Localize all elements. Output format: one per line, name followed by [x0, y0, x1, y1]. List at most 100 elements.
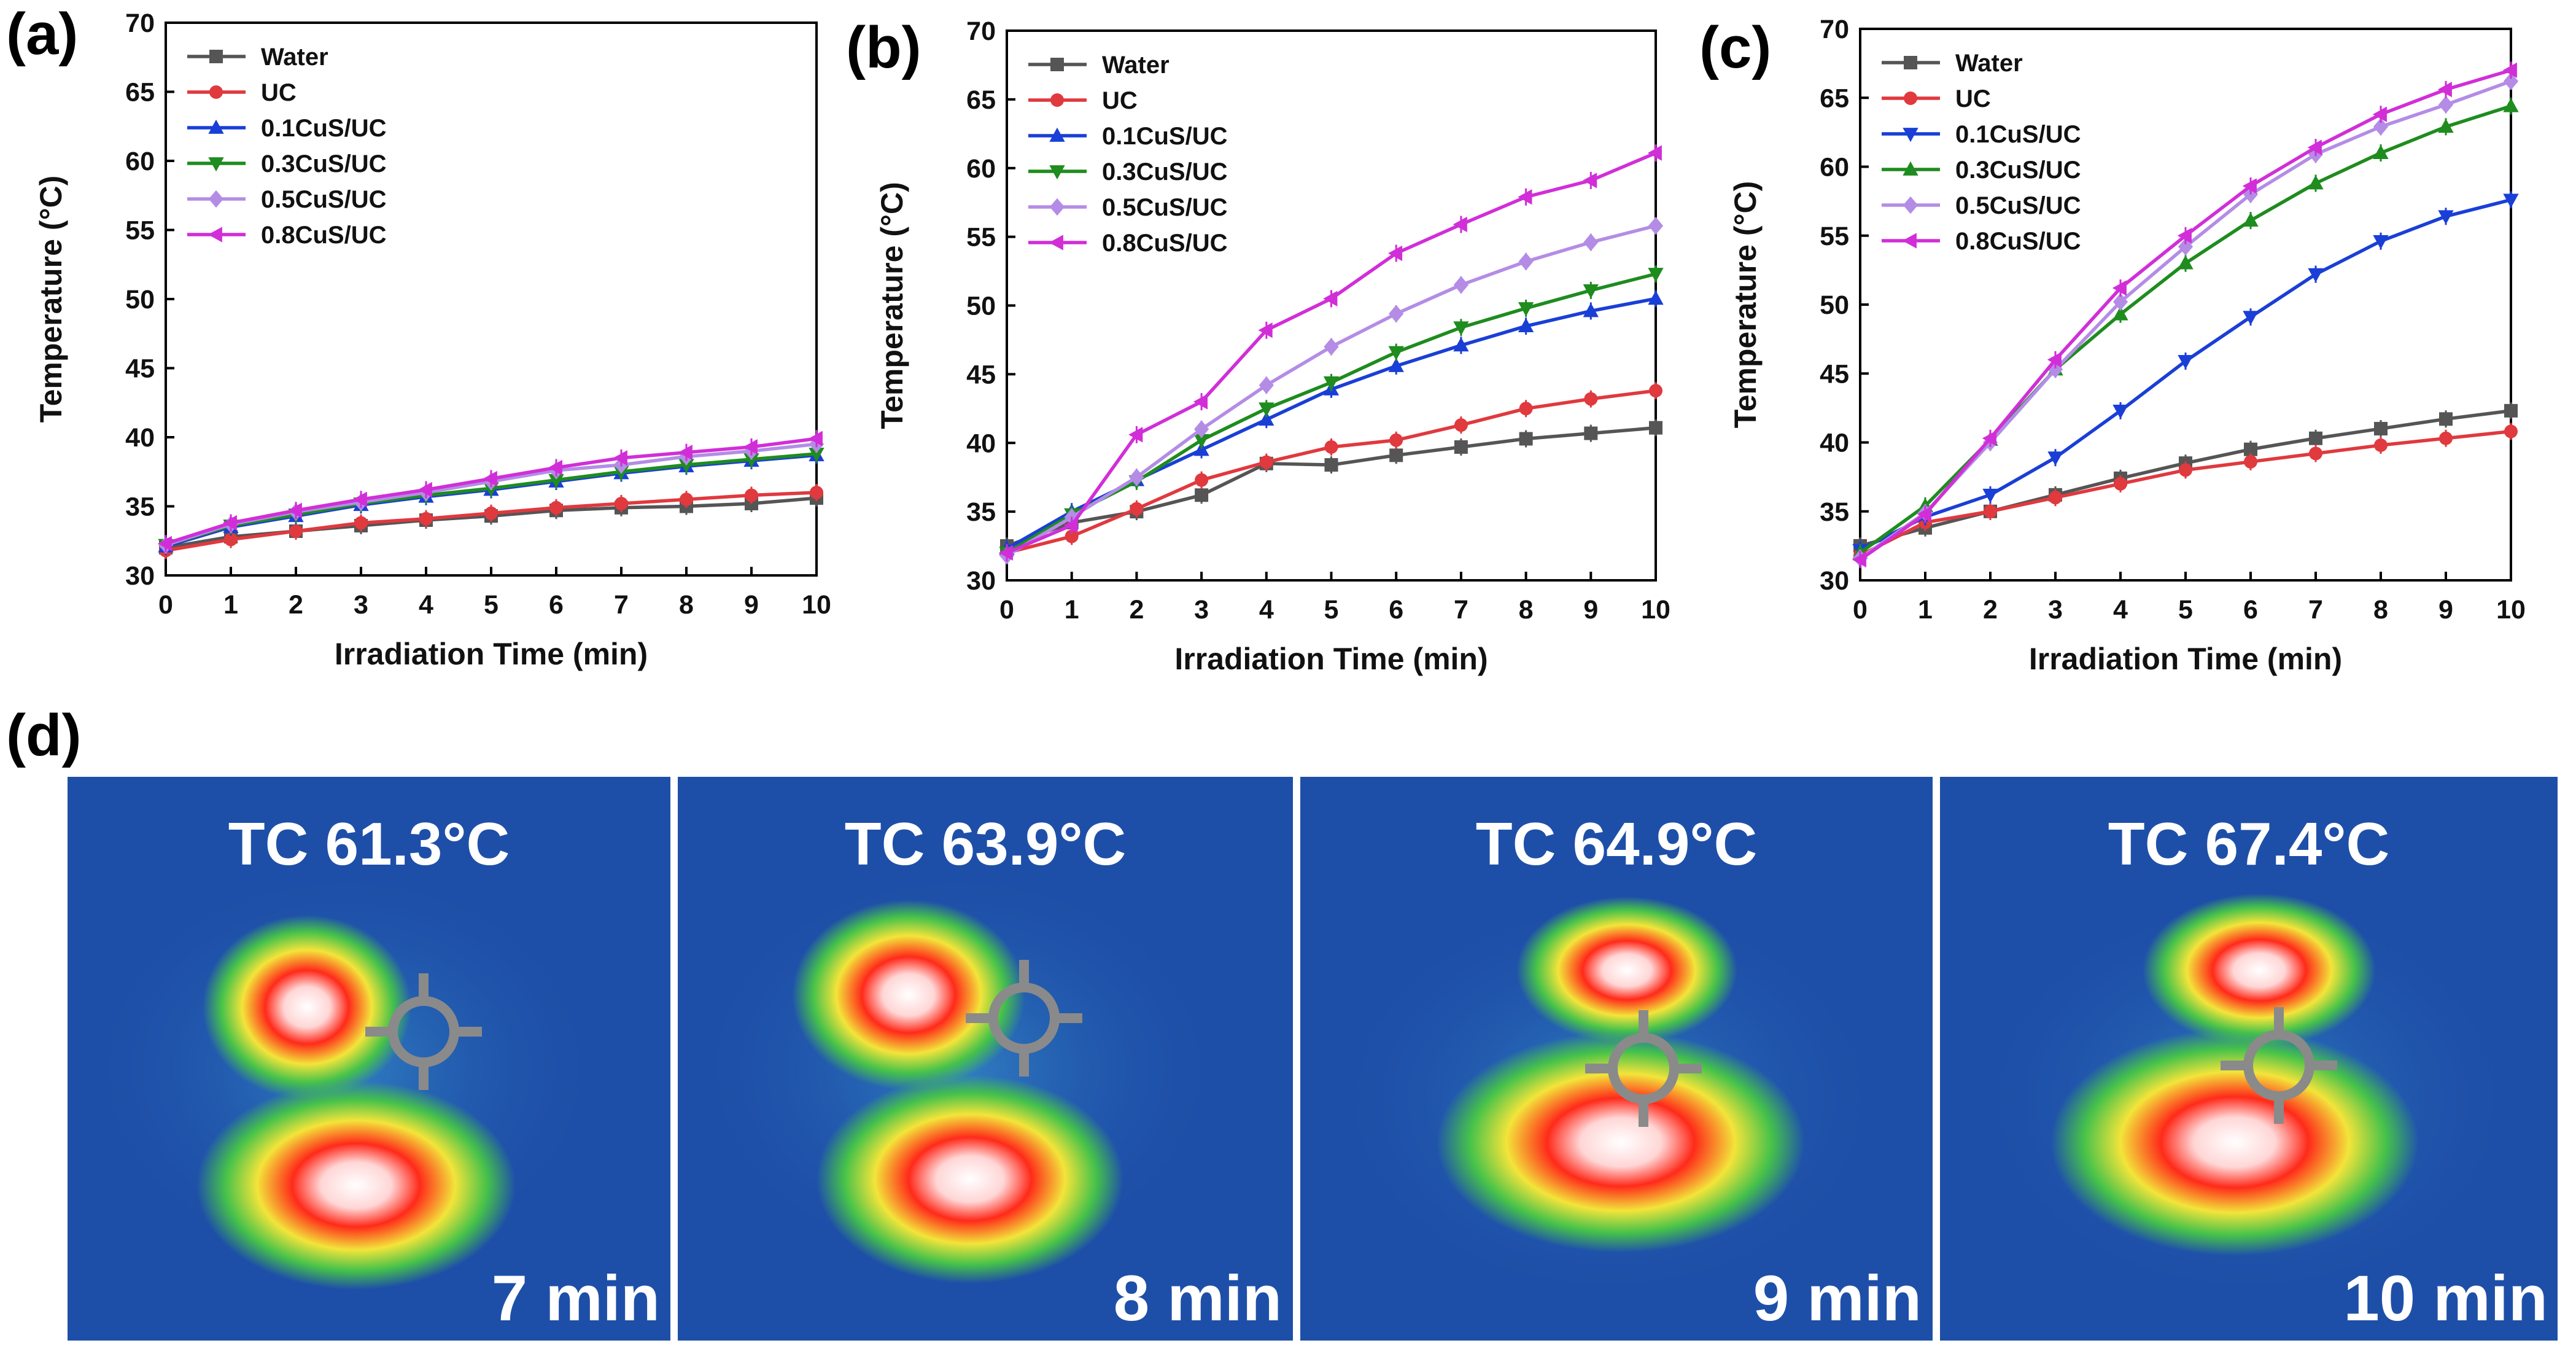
data-point — [1453, 276, 1468, 294]
series-uc — [159, 484, 823, 559]
x-axis-title: Irradiation Time (min) — [335, 637, 648, 671]
data-point — [810, 486, 823, 499]
legend-label: 0.8CuS/UC — [261, 222, 387, 249]
data-point — [1454, 440, 1468, 454]
x-tick-label: 1 — [1918, 595, 1933, 625]
y-tick-label: 55 — [966, 223, 996, 252]
thermal-time-label: 7 min — [492, 1263, 660, 1334]
legend-item: 0.5CuS/UC — [1882, 192, 2081, 219]
data-point — [208, 190, 224, 208]
legend: Water UC 0.1CuS/UC 0.3CuS/UC 0.5CuS/UC 0.8CuS… — [187, 44, 387, 249]
data-point — [1193, 434, 1209, 448]
data-point — [484, 506, 498, 520]
data-point — [743, 453, 759, 468]
series-line — [1859, 429, 2512, 558]
y-tick-label: 45 — [966, 360, 996, 389]
y-tick-label: 60 — [966, 154, 996, 184]
data-point — [743, 439, 758, 455]
x-tick-label: 10 — [802, 590, 831, 620]
data-point — [209, 85, 223, 99]
data-point — [2177, 228, 2192, 244]
legend-item: Water — [1882, 50, 2023, 77]
data-point — [2438, 96, 2454, 114]
x-tick-label: 7 — [614, 590, 629, 620]
thermal-time-label: 9 min — [1753, 1263, 1922, 1334]
crosshair-icon — [2221, 1007, 2337, 1124]
data-point — [2244, 442, 2257, 456]
data-point — [1388, 357, 1404, 372]
y-tick-label: 40 — [125, 423, 155, 453]
y-tick-label: 35 — [966, 497, 996, 527]
data-point — [2112, 404, 2128, 419]
data-point — [1518, 317, 1534, 332]
y-tick-label: 30 — [966, 566, 996, 596]
y-tick-label: 70 — [125, 9, 155, 38]
data-point — [678, 459, 694, 473]
data-point — [745, 488, 758, 502]
series-lines — [1852, 61, 2519, 569]
y-tick-label: 35 — [125, 493, 155, 522]
data-point — [1389, 448, 1403, 462]
legend-item: UC — [1882, 85, 1991, 112]
thermal-time-label: 10 min — [2343, 1263, 2548, 1334]
legend-item: Water — [187, 44, 328, 71]
data-point — [1982, 488, 1998, 504]
data-point — [2112, 293, 2128, 311]
hotspot-upper — [2143, 894, 2376, 1047]
data-point — [2372, 106, 2387, 122]
data-point — [2178, 255, 2194, 270]
data-point — [1518, 189, 1532, 205]
x-tick-label: 8 — [1519, 595, 1534, 625]
y-tick-label: 60 — [125, 147, 155, 176]
legend-item: 0.1CuS/UC — [1028, 123, 1228, 150]
data-point — [354, 516, 368, 530]
data-point — [998, 545, 1013, 561]
data-point — [1129, 468, 1144, 486]
data-point — [2503, 98, 2519, 112]
data-point — [224, 532, 238, 547]
y-tick-label: 50 — [125, 285, 155, 314]
legend-item: 0.3CuS/UC — [1882, 157, 2081, 184]
data-point — [2114, 477, 2127, 491]
legend-item: 0.5CuS/UC — [187, 186, 387, 213]
data-point — [1193, 442, 1209, 456]
series-uc — [1000, 382, 1662, 562]
data-point — [209, 50, 223, 63]
x-tick-label: 2 — [1129, 595, 1144, 625]
thermal-frame-2: TC 63.9°C 8 min — [678, 777, 1293, 1341]
x-tick-label: 9 — [2438, 595, 2453, 625]
data-point — [1904, 91, 1917, 105]
y-tick-label: 60 — [1820, 153, 1849, 182]
data-point — [1649, 421, 1662, 435]
thermal-temperature-label: TC 61.3°C — [228, 810, 510, 878]
data-point — [1389, 305, 1404, 323]
legend: Water UC 0.1CuS/UC 0.3CuS/UC 0.5CuS/UC 0.8CuS… — [1028, 52, 1228, 257]
legend-label: Water — [1955, 50, 2023, 77]
data-point — [1453, 337, 1469, 352]
x-tick-label: 2 — [289, 590, 303, 620]
data-point — [1049, 235, 1063, 251]
data-point — [1049, 127, 1065, 142]
legend-item: Water — [1028, 52, 1170, 79]
data-point — [2047, 451, 2063, 466]
data-point — [1903, 161, 1918, 176]
data-point — [2439, 431, 2453, 445]
series-lines — [157, 430, 824, 559]
data-point — [2503, 72, 2519, 90]
x-tick-label: 0 — [999, 595, 1014, 625]
legend-label: 0.5CuS/UC — [261, 186, 387, 213]
series-line — [1859, 79, 2512, 560]
x-tick-label: 7 — [1454, 595, 1468, 625]
y-tick-label: 45 — [125, 354, 155, 384]
x-tick-label: 4 — [1259, 595, 1274, 625]
data-point — [2049, 491, 2062, 505]
data-point — [2438, 119, 2454, 133]
legend-label: 0.1CuS/UC — [1102, 123, 1228, 150]
data-point — [549, 500, 563, 515]
x-tick-label: 7 — [2308, 595, 2323, 625]
x-tick-label: 6 — [2243, 595, 2258, 625]
series-line — [1006, 272, 1656, 555]
